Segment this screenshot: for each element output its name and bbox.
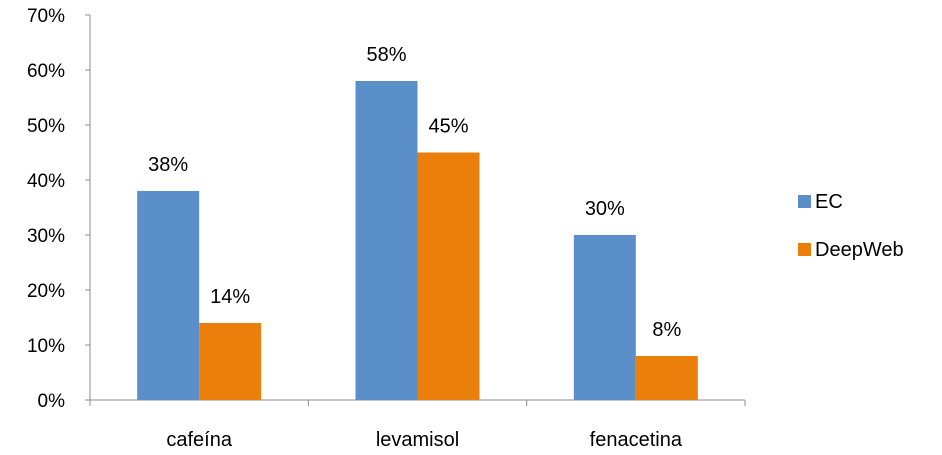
data-label: 38% — [148, 154, 188, 176]
y-tick-label: 0% — [38, 391, 66, 412]
bar-ec-0 — [137, 191, 200, 400]
legend-label: DeepWeb — [815, 239, 904, 261]
y-tick-label: 30% — [27, 226, 65, 247]
legend: EC DeepWeb — [798, 191, 904, 261]
legend-label: EC — [815, 191, 843, 213]
y-tick-label: 20% — [27, 281, 65, 302]
y-tick-label: 70% — [27, 6, 65, 27]
legend-swatch-ec — [798, 195, 811, 208]
data-label: 45% — [428, 116, 468, 138]
bar-ec-2 — [573, 235, 636, 400]
y-tick-label: 40% — [27, 171, 65, 192]
bar-ec-1 — [355, 81, 418, 400]
bar-deepweb-0 — [199, 323, 262, 400]
data-label: 8% — [652, 319, 681, 341]
bar-deepweb-2 — [635, 356, 698, 400]
y-tick-label: 60% — [27, 61, 65, 82]
x-category-label: cafeína — [166, 429, 232, 450]
plot-area: 0% 10% 20% 30% 40% 50% 60% 70% 38% 14% cafeína 58% 4… — [27, 6, 746, 451]
y-tick-label: 10% — [27, 336, 65, 357]
data-label: 14% — [210, 286, 250, 308]
legend-swatch-deepweb — [798, 243, 811, 256]
y-tick-label: 50% — [27, 116, 65, 137]
data-label: 58% — [366, 44, 406, 66]
bar-deepweb-1 — [417, 152, 480, 400]
x-category-label: fenacetina — [590, 429, 683, 450]
x-category-label: levamisol — [376, 429, 459, 450]
data-label: 30% — [585, 198, 625, 220]
